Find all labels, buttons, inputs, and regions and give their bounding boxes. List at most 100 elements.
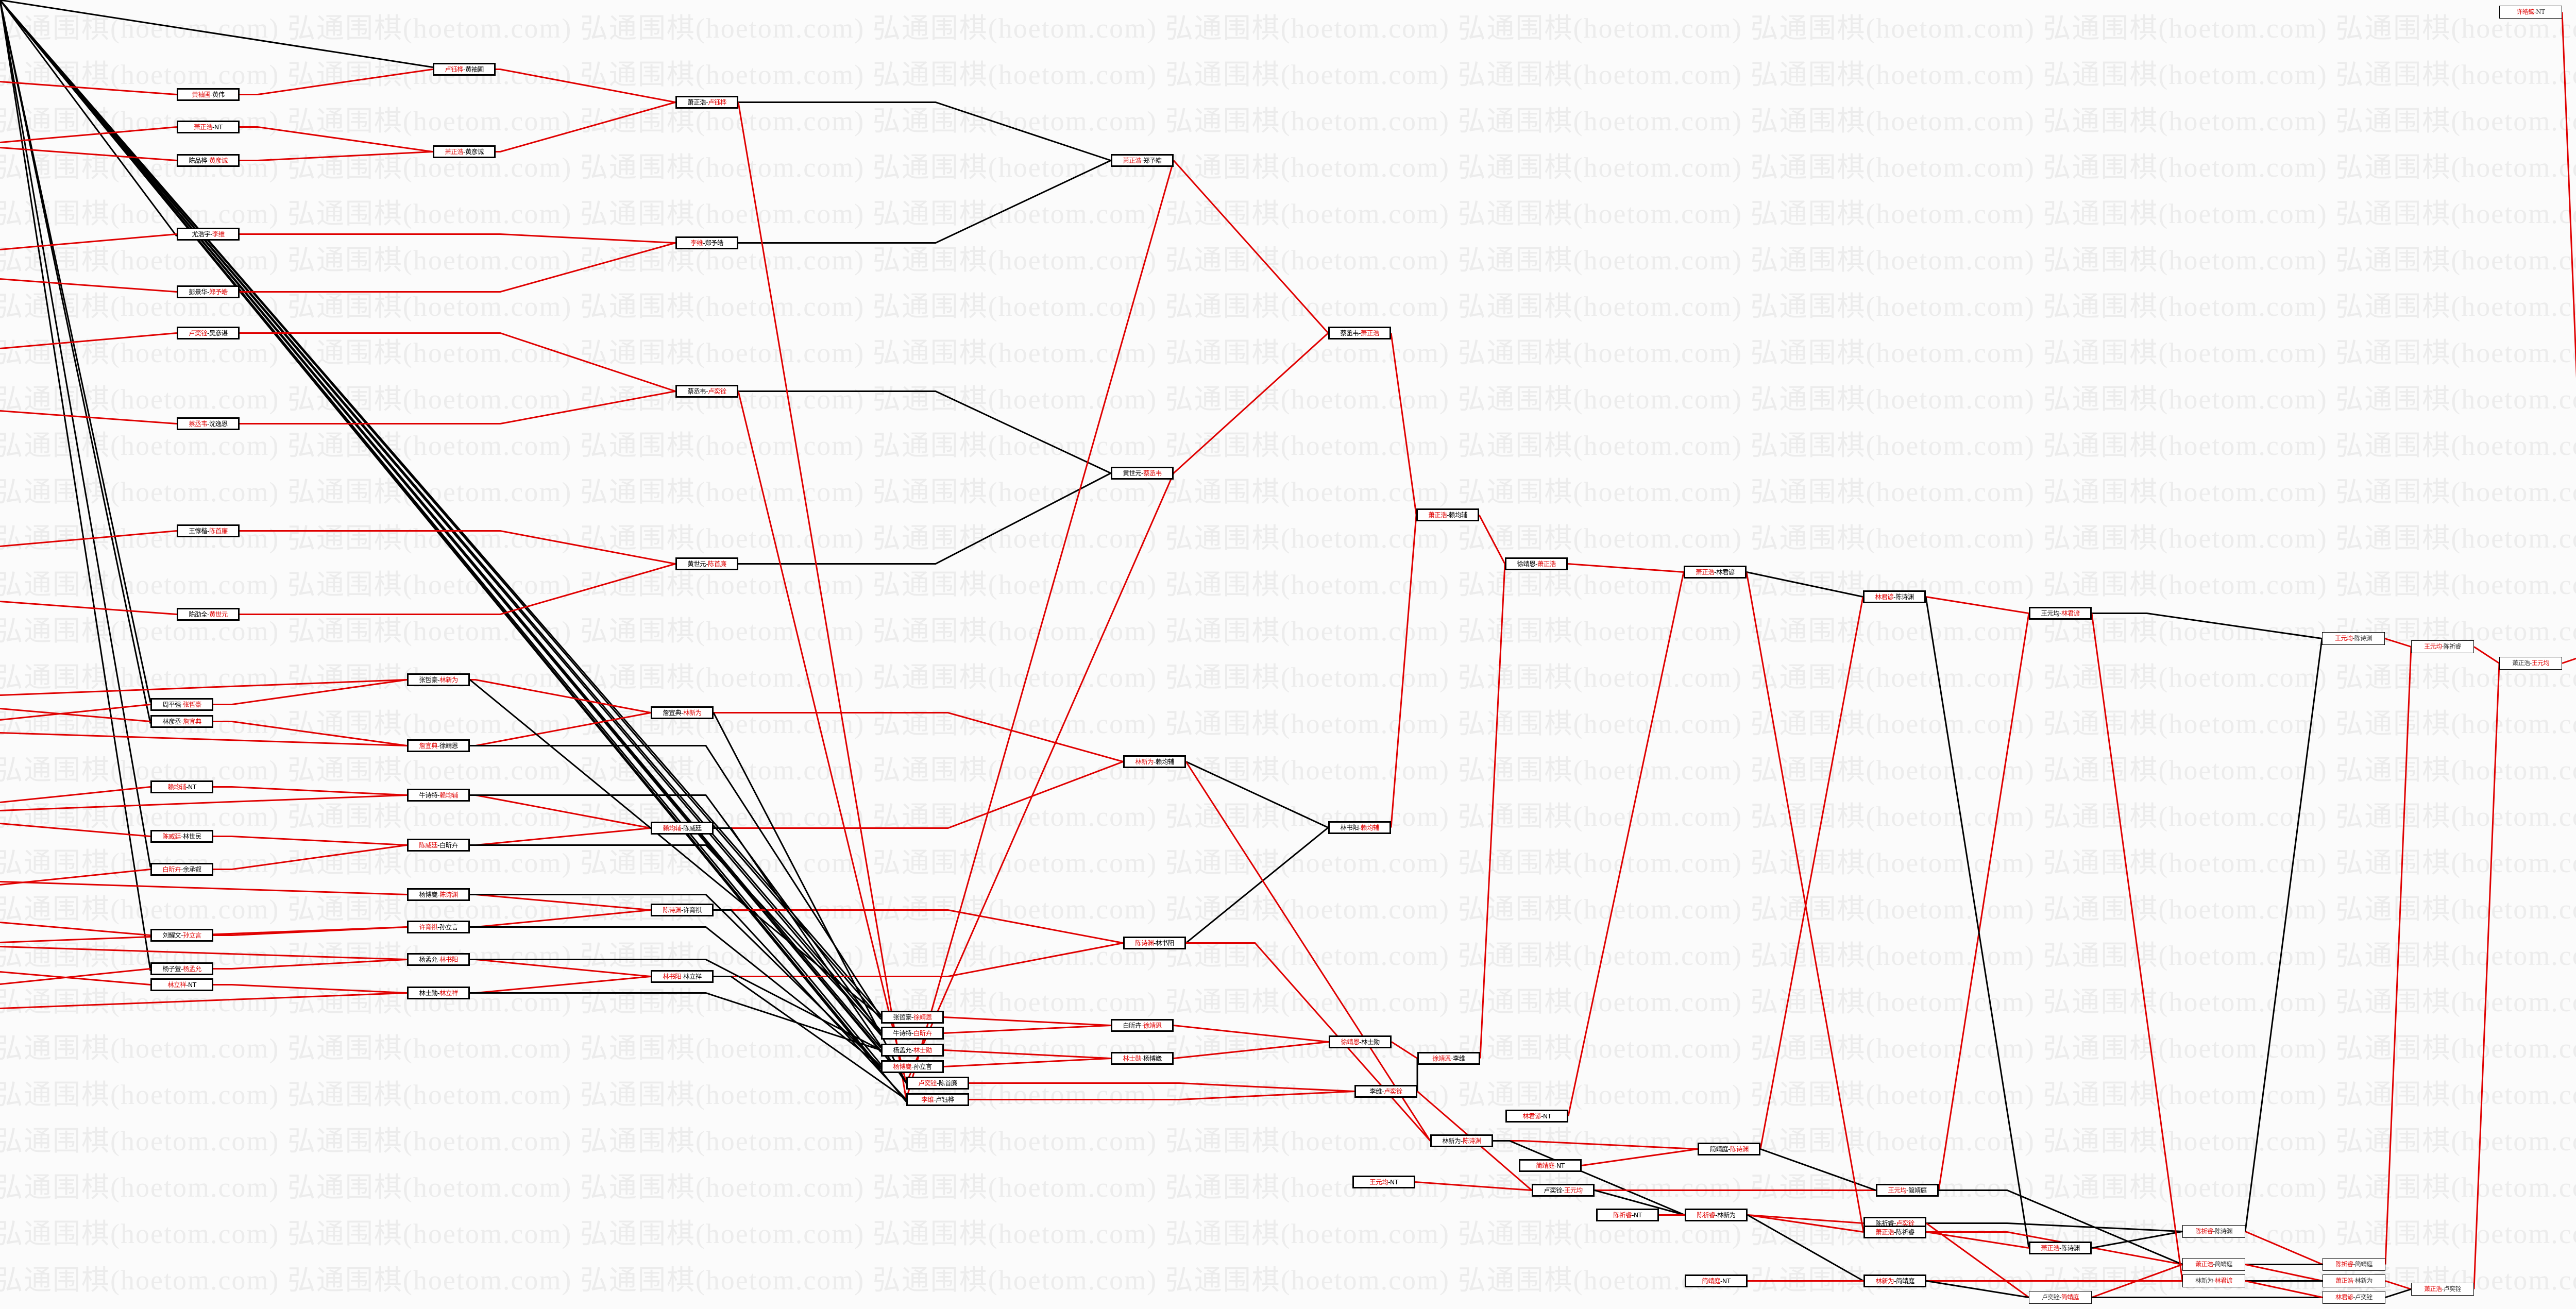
player-two: 陈首廉 [938,1079,957,1087]
match-box[interactable]: 简靖庭-NT [1519,1159,1582,1172]
match-box[interactable]: 牛诗特-赖均辅 [407,789,470,802]
match-box[interactable]: 陈祈睿-NT [1596,1209,1659,1221]
match-box[interactable]: 白昕卉-余承叡 [150,863,213,876]
match-box[interactable]: 卢奕铨-简靖庭 [2029,1291,2092,1304]
match-box[interactable]: 林士勋-林立祥 [407,987,470,999]
player-two: 李维 [212,230,225,238]
match-box[interactable]: 黄袖圃-黄伟 [177,88,240,101]
match-box[interactable]: 周平强-张哲豪 [150,698,213,711]
match-box[interactable]: 萧正浩-卢钰桦 [675,96,738,109]
match-box[interactable]: 蔡丞韦-卢奕铨 [675,385,738,398]
match-box[interactable]: 林立祥-NT [150,978,213,991]
bracket-edge [1581,1148,1698,1166]
match-box[interactable]: 陈诗渊-许育祺 [651,904,714,916]
match-box[interactable]: 萧正浩-简靖庭 [2182,1258,2245,1271]
match-box[interactable]: 萧正浩-王元均 [2499,657,2562,670]
player-one: 王元均 [1888,1186,1907,1194]
match-box[interactable]: 王元均-林君谚 [2029,607,2092,620]
match-box[interactable]: 简靖庭-陈诗渊 [1698,1143,1760,1155]
match-box[interactable]: 刘耀文-孙立言 [150,929,213,942]
player-one: 陈祈睿 [2335,1261,2353,1268]
match-box[interactable]: 徐靖恩-林士勋 [1329,1035,1392,1048]
match-box[interactable]: 张哲豪-林新为 [407,673,470,686]
match-box[interactable]: 徐靖恩-李维 [1417,1052,1480,1065]
match-box[interactable]: 陈诗渊-林书阳 [1123,937,1186,949]
match-box[interactable]: 林君谚-NT [1505,1110,1568,1123]
player-two: 孙立言 [913,1063,932,1070]
bracket-edge [2385,1280,2412,1290]
match-box[interactable]: 黄世元-陈首廉 [675,557,738,570]
match-box[interactable]: 萧正浩-郑予皓 [1111,154,1174,167]
match-box[interactable]: 陈祈睿-陈诗渊 [2182,1225,2245,1238]
match-box[interactable]: 萧正浩-林君谚 [1684,566,1747,579]
match-box[interactable]: 詹宜典-林新为 [651,706,714,719]
offscreen-edge [0,332,177,349]
match-box[interactable]: 许皓鋐-NT [2499,6,2562,19]
separator: - [181,865,183,873]
player-one: 陈诗渊 [1135,939,1154,947]
match-box[interactable]: 黄世元-蔡丞韦 [1111,467,1174,480]
match-box[interactable]: 杨孟允-林书阳 [407,953,470,966]
match-box[interactable]: 林君谚-陈诗渊 [1863,590,1926,603]
match-box[interactable]: 王惇楷-陈首廉 [177,524,240,537]
match-box[interactable]: 卢奕铨-王元均 [1532,1184,1595,1197]
match-box[interactable]: 王元均-简靖庭 [1876,1184,1939,1197]
match-box[interactable]: 萧正浩-赖均辅 [1416,508,1479,521]
match-box[interactable]: 萧正浩-陈祈睿 [1863,1226,1926,1238]
match-box[interactable]: 林新为-简靖庭 [1863,1274,1926,1287]
match-box[interactable]: 李维-郑予皓 [675,236,738,249]
match-box[interactable]: 卢奕铨-陈首廉 [906,1077,969,1090]
match-box[interactable]: 彭景华-郑予皓 [177,285,240,298]
match-box[interactable]: 陈威廷-林世民 [150,830,213,843]
match-box[interactable]: 赖均辅-NT [150,780,213,793]
match-box[interactable]: 白昕卉-徐靖恩 [1111,1019,1174,1032]
match-box[interactable]: 陈祈睿-简靖庭 [2323,1258,2385,1271]
match-box[interactable]: 林新为-赖均辅 [1123,755,1186,768]
match-box[interactable]: 萧正浩-黄彦诚 [433,145,496,158]
match-box[interactable]: 徐靖恩-萧正浩 [1505,557,1568,570]
match-box[interactable]: 蔡丞韦-沈逸恩 [177,417,240,430]
match-box[interactable]: 王元均-陈诗渊 [2322,632,2385,645]
bracket-edge [240,563,676,615]
player-two: 陈诗渊 [2354,635,2372,642]
match-box[interactable]: 李维-卢钰桦 [906,1093,969,1106]
player-two: 陈祈睿 [1895,1228,1914,1236]
match-box[interactable]: 林君谚-卢奕铨 [2323,1291,2385,1304]
match-box[interactable]: 简靖庭-NT [1685,1274,1748,1287]
bracket-edge [1926,1222,2029,1298]
match-box[interactable]: 詹宜典-徐靖恩 [407,739,470,752]
bracket-edge [1745,572,1865,1232]
match-box[interactable]: 牛诗特-白昕卉 [881,1027,944,1040]
match-box[interactable]: 卢钰桦-黄袖圃 [433,63,496,76]
match-box[interactable]: 杨博崴-陈诗渊 [407,888,470,901]
match-box[interactable]: 王元均-NT [1352,1176,1415,1188]
match-box[interactable]: 杨孟允-林士勋 [881,1044,944,1057]
match-box[interactable]: 萧正浩-卢奕铨 [2411,1283,2474,1296]
bracket-edge [213,984,408,994]
match-box[interactable]: 赖均辅-陈威廷 [651,822,714,835]
match-box[interactable]: 卢奕铨-吴彦谌 [177,327,240,339]
match-box[interactable]: 林士勋-杨博崴 [1111,1052,1174,1065]
match-box[interactable]: 林彦丞-詹宜典 [150,715,213,728]
match-box[interactable]: 萧正浩-NT [177,121,240,133]
match-box[interactable]: 许育祺-孙立言 [407,921,470,933]
match-box[interactable]: 林书阳-林立祥 [651,970,714,983]
player-two: 陈首廉 [209,527,228,535]
match-box[interactable]: 萧正浩-陈诗渊 [2029,1242,2092,1254]
match-box[interactable]: 王元均-陈祈睿 [2411,640,2474,653]
match-box[interactable]: 陈祈睿-林新为 [1685,1209,1748,1221]
match-box[interactable]: 杨博崴-孙立言 [881,1060,944,1073]
match-box[interactable]: 尤浩宇-李维 [177,228,240,241]
match-box[interactable]: 林新为-林君谚 [2182,1274,2245,1287]
match-box[interactable]: 萧正浩-林新为 [2323,1274,2385,1287]
match-box[interactable]: 陈劭全-黄世元 [177,608,240,621]
match-box[interactable]: 陈威廷-白昕卉 [407,839,470,852]
match-box[interactable]: 杨子萱-杨孟允 [150,962,213,975]
match-box[interactable]: 林新为-陈诗渊 [1430,1134,1493,1147]
match-box[interactable]: 林书阳-赖均辅 [1328,821,1391,834]
player-one: 彭景华 [189,288,208,296]
match-box[interactable]: 蔡丞韦-萧正浩 [1328,327,1391,339]
match-box[interactable]: 张哲豪-徐靖恩 [881,1011,944,1024]
match-box[interactable]: 陈品桦-黄彦诚 [177,154,240,167]
match-box[interactable]: 李维-卢奕铨 [1354,1085,1417,1098]
